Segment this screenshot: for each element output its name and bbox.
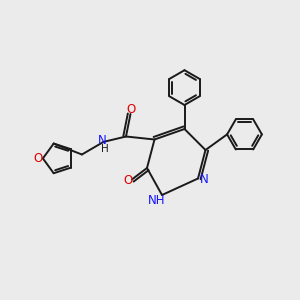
Text: H: H — [101, 143, 109, 154]
Text: N: N — [98, 134, 107, 147]
Text: N: N — [200, 172, 209, 186]
Text: NH: NH — [148, 194, 165, 208]
Text: O: O — [33, 152, 42, 165]
Text: O: O — [126, 103, 135, 116]
Text: O: O — [123, 174, 132, 187]
